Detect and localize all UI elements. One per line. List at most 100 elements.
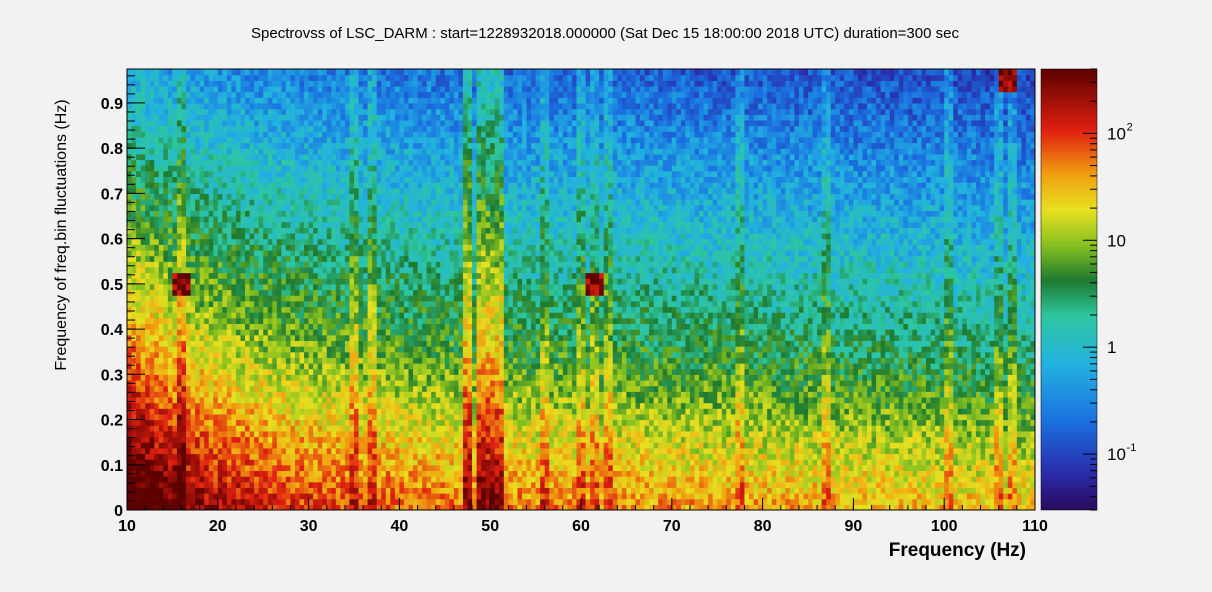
heatmap-cell <box>386 448 391 454</box>
heatmap-cell <box>976 391 981 397</box>
heatmap-cell <box>958 414 963 420</box>
heatmap-cell <box>309 425 314 431</box>
heatmap-cell <box>785 369 790 375</box>
heatmap-cell <box>363 414 368 420</box>
heatmap-cell <box>254 397 259 403</box>
heatmap-cell <box>300 459 305 465</box>
heatmap-cell <box>731 380 736 386</box>
heatmap-cell <box>404 493 409 499</box>
heatmap-cell <box>250 499 255 505</box>
heatmap-cell <box>540 437 545 443</box>
heatmap-cell <box>990 453 995 459</box>
heatmap-cell <box>495 408 500 414</box>
heatmap-cell <box>504 386 509 392</box>
heatmap-cell <box>853 459 858 465</box>
heatmap-cell <box>962 391 967 397</box>
heatmap-cell <box>940 414 945 420</box>
heatmap-cell <box>309 459 314 465</box>
heatmap-cell <box>672 403 677 409</box>
heatmap-cell <box>1021 453 1026 459</box>
heatmap-cell <box>372 476 377 482</box>
heatmap-cell <box>231 487 236 493</box>
heatmap-cell <box>345 470 350 476</box>
heatmap-cell <box>563 437 568 443</box>
heatmap-cell <box>290 470 295 476</box>
heatmap-cell <box>604 448 609 454</box>
heatmap-cell <box>458 487 463 493</box>
heatmap-cell <box>740 465 745 471</box>
heatmap-cell <box>222 470 227 476</box>
heatmap-cell <box>881 482 886 488</box>
heatmap-cell <box>999 414 1004 420</box>
heatmap-cell <box>127 476 132 482</box>
heatmap-cell <box>300 414 305 420</box>
heatmap-cell <box>172 397 177 403</box>
heatmap-cell <box>799 408 804 414</box>
heatmap-cell <box>813 374 818 380</box>
heatmap-cell <box>445 374 450 380</box>
heatmap-cell <box>277 482 282 488</box>
heatmap-cell <box>163 448 168 454</box>
heatmap-cell <box>340 414 345 420</box>
heatmap-cell <box>168 448 173 454</box>
heatmap-cell <box>477 403 482 409</box>
heatmap-cell <box>549 408 554 414</box>
heatmap-cell <box>586 459 591 465</box>
heatmap-cell <box>413 431 418 437</box>
heatmap-cell <box>853 482 858 488</box>
heatmap-cell <box>490 453 495 459</box>
heatmap-cell <box>145 482 150 488</box>
heatmap-cell <box>840 414 845 420</box>
heatmap-cell <box>595 448 600 454</box>
heatmap-cell <box>604 442 609 448</box>
heatmap-cell <box>517 431 522 437</box>
heatmap-cell <box>844 369 849 375</box>
heatmap-cell <box>336 493 341 499</box>
heatmap-cell <box>150 448 155 454</box>
heatmap-cell <box>672 459 677 465</box>
heatmap-cell <box>318 386 323 392</box>
heatmap-cell <box>912 476 917 482</box>
heatmap-cell <box>554 391 559 397</box>
heatmap-cell <box>558 408 563 414</box>
heatmap-cell <box>649 487 654 493</box>
heatmap-cell <box>309 487 314 493</box>
heatmap-cell <box>522 499 527 505</box>
heatmap-cell <box>427 408 432 414</box>
heatmap-cell <box>903 425 908 431</box>
heatmap-cell <box>586 470 591 476</box>
heatmap-cell <box>772 414 777 420</box>
heatmap-cell <box>658 408 663 414</box>
heatmap-cell <box>894 414 899 420</box>
heatmap-cell <box>404 499 409 505</box>
heatmap-cell <box>404 442 409 448</box>
heatmap-cell <box>504 493 509 499</box>
heatmap-cell <box>767 380 772 386</box>
heatmap-cell <box>595 453 600 459</box>
heatmap-cell <box>363 499 368 505</box>
heatmap-cell <box>363 369 368 375</box>
heatmap-cell <box>527 391 532 397</box>
heatmap-cell <box>881 437 886 443</box>
heatmap-cell <box>418 403 423 409</box>
heatmap-cell <box>908 380 913 386</box>
heatmap-cell <box>200 374 205 380</box>
heatmap-cell <box>695 403 700 409</box>
heatmap-cell <box>181 482 186 488</box>
heatmap-cell <box>159 431 164 437</box>
heatmap-cell <box>844 408 849 414</box>
heatmap-cell <box>372 487 377 493</box>
heatmap-cell <box>817 442 822 448</box>
heatmap-cell <box>209 476 214 482</box>
heatmap-cell <box>763 453 768 459</box>
heatmap-cell <box>663 420 668 426</box>
heatmap-cell <box>141 391 146 397</box>
heatmap-cell <box>663 459 668 465</box>
heatmap-cell <box>572 403 577 409</box>
heatmap-cell <box>513 459 518 465</box>
heatmap-cell <box>867 437 872 443</box>
heatmap-cell <box>395 386 400 392</box>
heatmap-cell <box>290 476 295 482</box>
heatmap-cell <box>545 493 550 499</box>
heatmap-cell <box>218 431 223 437</box>
